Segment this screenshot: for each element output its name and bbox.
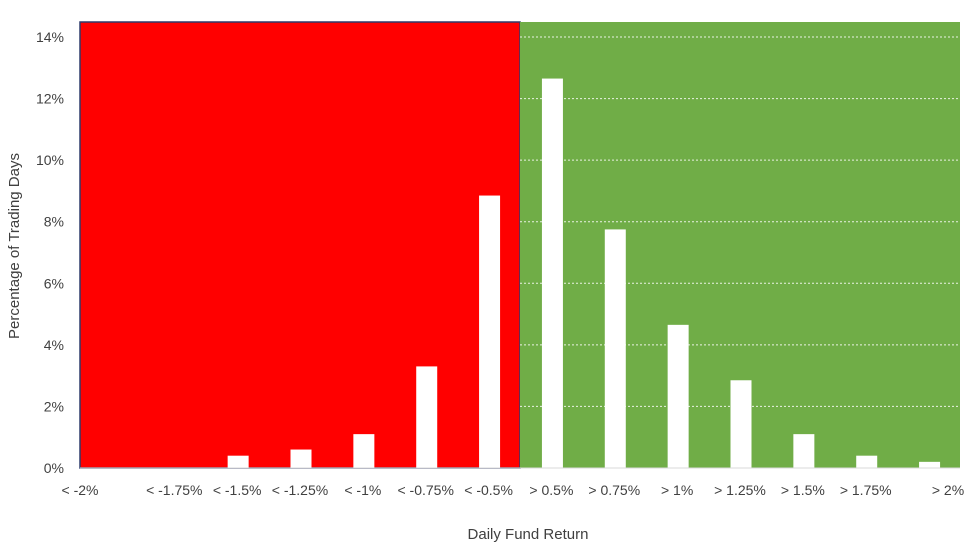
x-tick-label: < -2% (62, 482, 99, 498)
x-tick-label: > 2% (932, 482, 964, 498)
x-tick-label: > 1% (661, 482, 693, 498)
y-tick-label: 8% (44, 214, 64, 230)
y-tick-label: 4% (44, 337, 64, 353)
y-tick-label: 14% (36, 29, 64, 45)
y-tick-label: 6% (44, 275, 64, 291)
bar (667, 324, 689, 468)
x-tick-label: > 1.5% (781, 482, 825, 498)
gridlines (520, 36, 960, 407)
y-tick-label: 10% (36, 152, 64, 168)
bar (227, 455, 249, 468)
x-tick-label: < -0.75% (397, 482, 453, 498)
x-tick-label: > 1.75% (840, 482, 892, 498)
x-tick-label: > 1.25% (714, 482, 766, 498)
bars (227, 78, 941, 468)
bar (919, 461, 941, 468)
y-tick-label: 2% (44, 398, 64, 414)
y-tick-label: 0% (44, 460, 64, 476)
bar (353, 434, 375, 468)
x-tick-labels: < -2% < -1.75% < -1.5% < -1.25% < -1% < -0.75… (62, 482, 965, 498)
y-tick-label: 12% (36, 91, 64, 107)
bar (290, 449, 312, 468)
bar (604, 229, 626, 468)
y-axis-title: Percentage of Trading Days (6, 153, 23, 339)
x-tick-label: > 0.5% (529, 482, 573, 498)
x-tick-label: < -1.5% (213, 482, 262, 498)
bar (856, 455, 878, 468)
x-tick-label: > 0.75% (588, 482, 640, 498)
x-axis-title: Daily Fund Return (468, 526, 589, 543)
bar (730, 380, 752, 468)
x-tick-label: < -1.75% (146, 482, 202, 498)
x-tick-label: < -1.25% (272, 482, 328, 498)
bar (793, 434, 815, 468)
bar (479, 195, 501, 468)
bar (416, 366, 438, 468)
negative-return-region (79, 21, 521, 469)
y-tick-labels: 0% 2% 4% 6% 8% 10% 12% 14% (36, 29, 64, 476)
x-tick-label: < -0.5% (464, 482, 513, 498)
bar (541, 78, 563, 468)
x-tick-label: < -1% (344, 482, 381, 498)
